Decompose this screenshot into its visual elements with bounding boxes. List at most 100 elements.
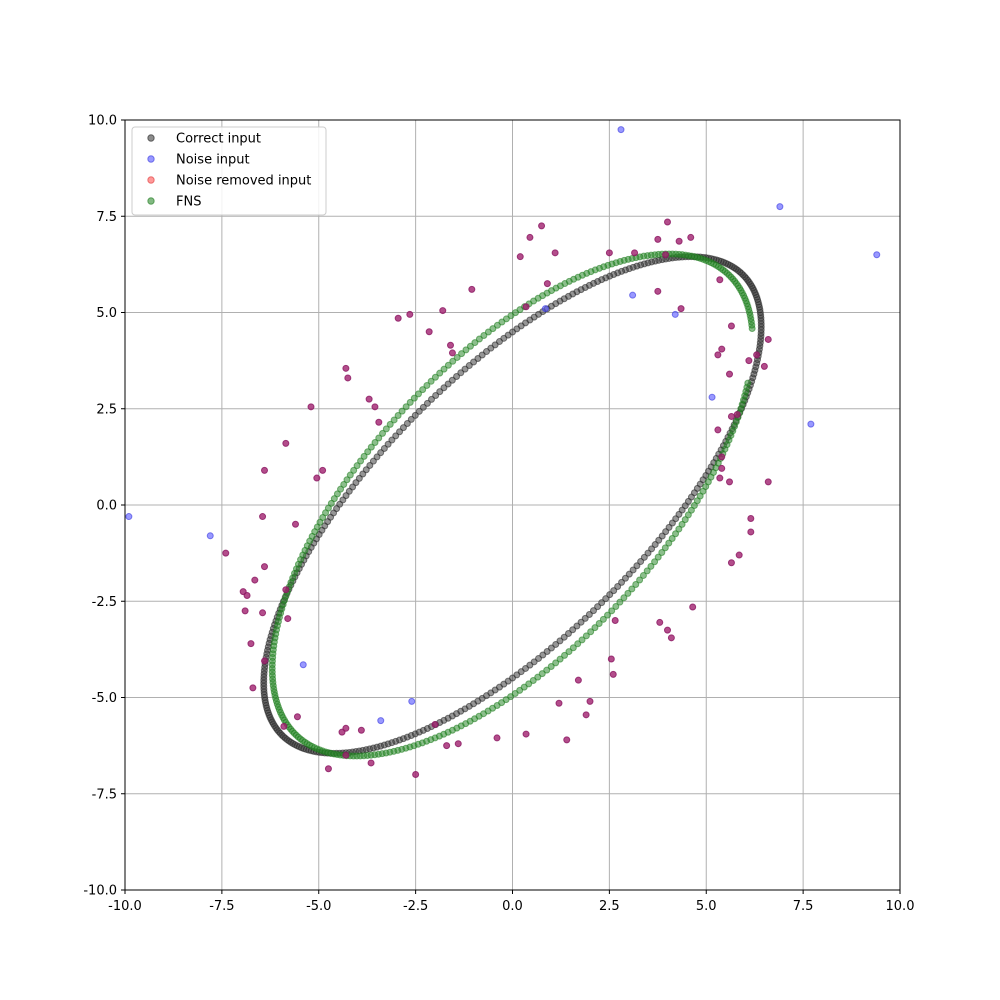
fns-point	[604, 611, 612, 619]
correct-input-point	[448, 376, 456, 384]
noise-removed-input-point	[516, 253, 524, 261]
fns-point	[364, 448, 372, 456]
plot-points	[125, 126, 881, 778]
correct-input-point	[403, 419, 411, 427]
fns-point	[449, 357, 457, 365]
noise-removed-input-point	[563, 736, 571, 744]
noise-removed-input-point	[493, 734, 501, 742]
noise-removed-input-point	[726, 478, 733, 486]
fns-point	[343, 476, 351, 484]
legend-label: Noise input	[176, 153, 250, 168]
fns-point	[402, 403, 410, 411]
noise-removed-input-point	[344, 374, 352, 382]
x-tick-label: -2.5	[403, 899, 428, 914]
fns-point	[547, 663, 555, 671]
fns-point	[565, 648, 573, 656]
correct-input-point	[633, 562, 641, 570]
noise-removed-input-point	[689, 603, 697, 611]
correct-input-point	[606, 591, 614, 599]
fns-point	[681, 516, 689, 524]
fns-point	[360, 452, 368, 460]
noise-input-point	[807, 420, 815, 428]
correct-input-point	[432, 392, 440, 400]
noise-removed-input-point	[656, 618, 664, 626]
fns-point	[591, 624, 599, 632]
noise-removed-input-point	[654, 287, 662, 295]
noise-removed-input-point	[760, 362, 768, 370]
noise-removed-input-point	[747, 514, 755, 522]
legend-marker	[147, 155, 155, 163]
fns-point	[406, 398, 414, 406]
fns-point	[353, 462, 361, 470]
fns-point	[665, 539, 673, 547]
correct-input-point	[610, 587, 618, 595]
noise-removed-input-point	[222, 549, 230, 557]
fns-point	[574, 640, 582, 648]
noise-input-point	[873, 251, 881, 259]
noise-removed-input-point	[259, 609, 267, 617]
fns-point	[569, 644, 577, 652]
fns-point	[556, 655, 564, 663]
noise-removed-input-point	[342, 364, 350, 372]
noise-removed-input-point	[764, 335, 772, 343]
noise-removed-input-point	[431, 720, 439, 728]
correct-input-point	[621, 574, 629, 582]
fns-point	[534, 673, 542, 681]
correct-input-point	[637, 558, 645, 566]
fns-point	[684, 511, 692, 519]
y-tick-label: 7.5	[96, 210, 117, 225]
noise-removed-input-point	[425, 328, 433, 336]
noise-removed-input-point	[447, 341, 454, 349]
noise-removed-input-point	[716, 474, 724, 482]
correct-input-point	[618, 578, 626, 586]
y-tick-label: 10.0	[88, 114, 117, 129]
noise-removed-input-point	[735, 551, 743, 559]
x-tick-label: -10.0	[108, 899, 142, 914]
correct-input-point	[564, 630, 572, 638]
correct-input-point	[388, 436, 396, 444]
correct-input-point	[440, 384, 448, 392]
noise-removed-input-point	[551, 249, 559, 257]
y-tick-label: 0.0	[96, 499, 117, 514]
x-tick-label: 2.5	[599, 899, 620, 914]
x-tick-label: 0.0	[502, 899, 523, 914]
fns-point	[498, 318, 506, 326]
noise-input-point	[206, 532, 214, 540]
fns-point	[608, 607, 616, 615]
legend-box	[131, 126, 327, 216]
noise-removed-input-point	[284, 615, 292, 623]
noise-removed-input-point	[538, 222, 546, 230]
fns-point	[427, 377, 435, 385]
fns-point	[587, 628, 595, 636]
correct-input-point	[453, 372, 461, 380]
correct-input-point	[614, 583, 622, 591]
noise-removed-input-point	[687, 233, 695, 241]
noise-removed-input-point	[543, 280, 551, 288]
noise-removed-input-point	[280, 722, 288, 730]
noise-removed-input-point	[293, 713, 301, 721]
fns-point	[423, 381, 431, 389]
noise-input-point	[617, 126, 625, 134]
noise-removed-input-point	[342, 751, 350, 759]
fns-point	[462, 346, 470, 354]
fns-point	[386, 420, 394, 428]
noise-removed-input-point	[357, 726, 365, 734]
correct-input-point	[396, 428, 404, 436]
noise-removed-input-point	[371, 403, 379, 411]
fns-point	[357, 457, 365, 465]
fns-point	[333, 490, 341, 498]
noise-removed-input-point	[718, 464, 726, 472]
fns-point	[624, 589, 632, 597]
correct-input-point	[415, 407, 423, 415]
noise-removed-input-point	[605, 249, 613, 257]
legend-label: Correct input	[176, 132, 261, 147]
x-tick-label: -5.0	[306, 899, 331, 914]
noise-removed-input-point	[522, 730, 530, 738]
fns-point	[382, 425, 390, 433]
correct-input-point	[407, 415, 415, 423]
noise-input-point	[708, 393, 716, 401]
noise-input-point	[776, 203, 784, 211]
fns-point	[419, 386, 427, 394]
noise-removed-input-point	[307, 403, 315, 411]
